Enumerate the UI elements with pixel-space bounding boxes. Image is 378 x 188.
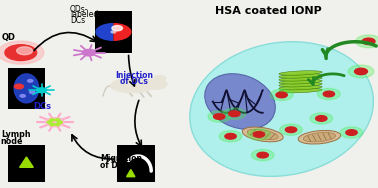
Text: DCs: DCs — [34, 102, 52, 111]
Text: Lymph: Lymph — [1, 130, 30, 139]
Circle shape — [219, 131, 242, 142]
FancyBboxPatch shape — [8, 145, 45, 182]
Ellipse shape — [279, 74, 322, 78]
Wedge shape — [113, 23, 132, 41]
Circle shape — [257, 152, 268, 158]
Circle shape — [20, 95, 25, 97]
FancyBboxPatch shape — [94, 11, 132, 53]
Ellipse shape — [110, 79, 154, 92]
Circle shape — [208, 111, 231, 122]
Circle shape — [112, 26, 122, 31]
Circle shape — [356, 35, 378, 48]
Circle shape — [340, 127, 363, 138]
Circle shape — [50, 119, 54, 121]
Text: of DCs: of DCs — [120, 77, 148, 86]
Ellipse shape — [279, 85, 322, 90]
Ellipse shape — [279, 83, 322, 87]
Text: node: node — [1, 137, 23, 146]
Circle shape — [5, 45, 37, 61]
Circle shape — [323, 91, 335, 97]
Text: QDs-: QDs- — [70, 5, 88, 14]
Circle shape — [82, 49, 95, 56]
Circle shape — [55, 123, 60, 126]
Circle shape — [17, 47, 33, 55]
Circle shape — [253, 132, 265, 137]
Circle shape — [47, 121, 52, 123]
Circle shape — [50, 123, 54, 126]
Circle shape — [346, 130, 357, 135]
Text: QD: QD — [2, 33, 16, 42]
Ellipse shape — [279, 88, 322, 93]
Text: DCs: DCs — [70, 16, 85, 25]
Ellipse shape — [298, 130, 341, 144]
Circle shape — [318, 88, 340, 100]
Ellipse shape — [303, 133, 336, 142]
Text: Migration: Migration — [100, 154, 142, 163]
Ellipse shape — [247, 129, 278, 140]
Ellipse shape — [279, 80, 322, 84]
Ellipse shape — [279, 77, 322, 81]
Ellipse shape — [242, 127, 283, 142]
Text: HSA coated IONP: HSA coated IONP — [215, 6, 322, 16]
Text: of DCs: of DCs — [100, 161, 128, 170]
Polygon shape — [20, 157, 33, 167]
Text: Injection: Injection — [115, 71, 153, 80]
Circle shape — [214, 114, 225, 119]
Circle shape — [276, 92, 287, 98]
Circle shape — [229, 111, 240, 117]
Circle shape — [55, 119, 60, 121]
Circle shape — [248, 129, 270, 140]
Circle shape — [251, 149, 274, 161]
FancyBboxPatch shape — [117, 145, 155, 182]
Circle shape — [285, 127, 297, 133]
Circle shape — [316, 116, 327, 121]
Circle shape — [146, 79, 167, 89]
Ellipse shape — [14, 74, 39, 103]
Wedge shape — [95, 23, 113, 41]
Circle shape — [310, 113, 333, 124]
Circle shape — [225, 133, 236, 139]
Circle shape — [46, 118, 64, 127]
Circle shape — [270, 89, 293, 101]
Circle shape — [58, 121, 62, 123]
Ellipse shape — [190, 42, 373, 176]
Circle shape — [355, 68, 367, 75]
Circle shape — [362, 38, 375, 45]
Ellipse shape — [205, 74, 275, 129]
Ellipse shape — [279, 71, 322, 75]
Circle shape — [223, 108, 246, 119]
Text: labeled: labeled — [70, 10, 98, 19]
Circle shape — [111, 31, 116, 33]
Circle shape — [14, 84, 23, 89]
Circle shape — [348, 65, 374, 78]
Polygon shape — [127, 170, 135, 177]
Circle shape — [154, 76, 166, 81]
Circle shape — [28, 80, 33, 82]
Circle shape — [29, 91, 35, 93]
Circle shape — [0, 41, 44, 64]
Circle shape — [37, 88, 46, 93]
FancyBboxPatch shape — [8, 68, 45, 109]
Circle shape — [280, 124, 302, 135]
